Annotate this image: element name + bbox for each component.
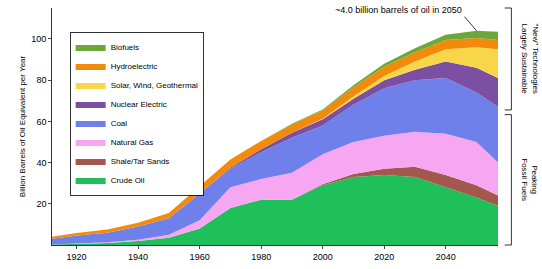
svg-text:"New" TechnologiesLargely Sust: "New" TechnologiesLargely Sustainable <box>520 23 539 94</box>
svg-text:Crude Oil: Crude Oil <box>111 176 145 185</box>
svg-text:Natural Gas: Natural Gas <box>111 138 154 147</box>
svg-text:1920: 1920 <box>67 252 87 262</box>
svg-text:Nuclear Electric: Nuclear Electric <box>111 100 167 109</box>
svg-text:20: 20 <box>36 199 46 209</box>
svg-text:PeakingFossil Fuels: PeakingFossil Fuels <box>520 158 539 201</box>
svg-text:Coal: Coal <box>111 119 128 128</box>
svg-text:60: 60 <box>36 117 46 127</box>
svg-text:2020: 2020 <box>374 252 394 262</box>
svg-text:100: 100 <box>31 34 46 44</box>
svg-text:Shale/Tar Sands: Shale/Tar Sands <box>111 157 170 166</box>
svg-text:Biofuels: Biofuels <box>111 43 139 52</box>
svg-text:1980: 1980 <box>251 252 271 262</box>
svg-text:Solar, Wind, Geothermal: Solar, Wind, Geothermal <box>111 81 198 90</box>
svg-text:Hydroelectric: Hydroelectric <box>111 62 158 71</box>
svg-text:2040: 2040 <box>436 252 456 262</box>
svg-text:~4.0 billion barrels of oil in: ~4.0 billion barrels of oil in 2050 <box>335 5 462 15</box>
svg-text:1940: 1940 <box>128 252 148 262</box>
svg-text:40: 40 <box>36 158 46 168</box>
svg-text:2000: 2000 <box>313 252 333 262</box>
svg-text:Billion Barrels of Oil Equival: Billion Barrels of Oil Equivalent per Ye… <box>18 55 27 197</box>
svg-text:1960: 1960 <box>190 252 210 262</box>
svg-text:80: 80 <box>36 75 46 85</box>
